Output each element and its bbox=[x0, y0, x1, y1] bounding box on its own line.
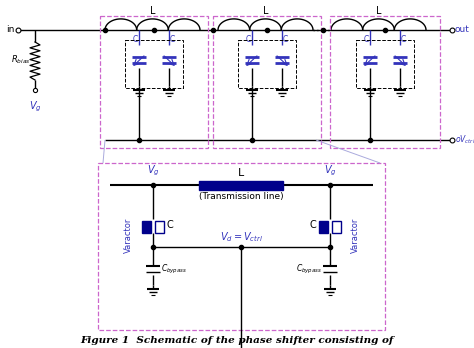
Text: Varactor: Varactor bbox=[350, 217, 359, 253]
Text: L: L bbox=[150, 6, 155, 16]
Text: L: L bbox=[263, 6, 268, 16]
Text: $V_g$: $V_g$ bbox=[146, 163, 159, 177]
Text: C: C bbox=[283, 35, 288, 44]
Bar bbox=[332, 221, 341, 233]
Bar bbox=[155, 221, 164, 233]
Text: $V_g$: $V_g$ bbox=[28, 100, 41, 114]
Bar bbox=[100, 16, 208, 148]
Bar bbox=[142, 221, 151, 233]
Text: C: C bbox=[133, 35, 138, 44]
Text: $V_d = V_{ctrl}$: $V_d = V_{ctrl}$ bbox=[220, 230, 263, 244]
Bar bbox=[238, 40, 296, 88]
Bar bbox=[200, 181, 283, 190]
Bar bbox=[356, 40, 414, 88]
Text: L: L bbox=[238, 167, 245, 177]
Text: (Transmission line): (Transmission line) bbox=[199, 192, 284, 201]
Bar bbox=[125, 40, 183, 88]
Bar bbox=[98, 163, 385, 330]
Text: Varactor: Varactor bbox=[124, 217, 133, 253]
Text: L: L bbox=[376, 6, 381, 16]
Text: C: C bbox=[401, 35, 406, 44]
Text: $C_{bypass}$: $C_{bypass}$ bbox=[161, 262, 187, 276]
Text: $C_{bypass}$: $C_{bypass}$ bbox=[296, 262, 322, 276]
Bar bbox=[319, 221, 328, 233]
Text: $V_g$: $V_g$ bbox=[324, 163, 337, 177]
Bar bbox=[330, 16, 440, 148]
Text: C: C bbox=[170, 35, 175, 44]
Text: C: C bbox=[167, 220, 174, 230]
Text: C: C bbox=[246, 35, 251, 44]
Text: Figure 1  Schematic of the phase shifter consisting of: Figure 1 Schematic of the phase shifter … bbox=[80, 336, 394, 345]
Bar bbox=[213, 16, 321, 148]
Text: $R_{bias}$: $R_{bias}$ bbox=[11, 54, 31, 66]
Text: out: out bbox=[455, 25, 470, 34]
Text: $oV_{ctrl}$: $oV_{ctrl}$ bbox=[455, 134, 474, 146]
Text: C: C bbox=[364, 35, 369, 44]
Text: in: in bbox=[7, 25, 15, 34]
Text: C: C bbox=[309, 220, 316, 230]
